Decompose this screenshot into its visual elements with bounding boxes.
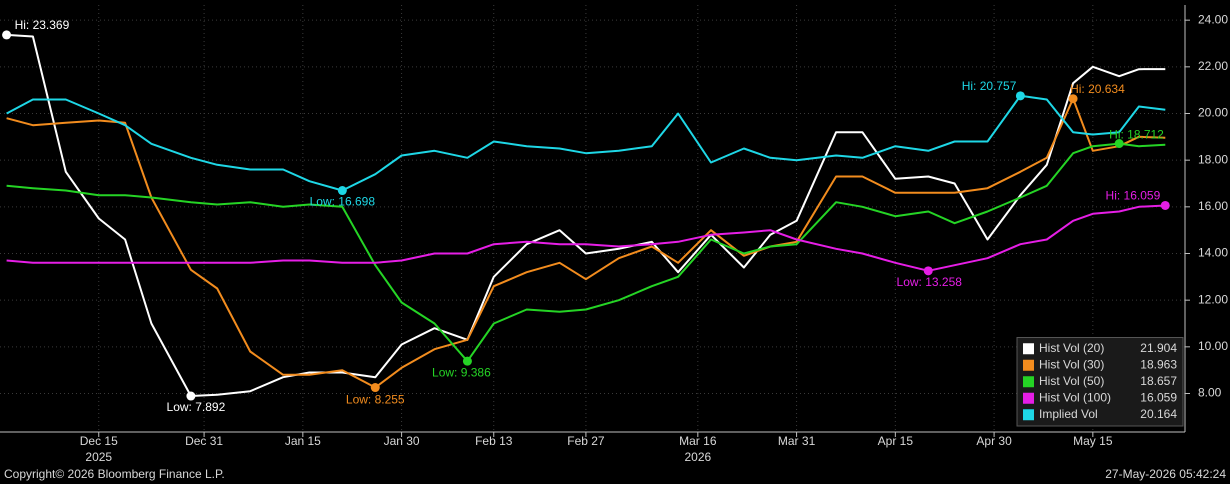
footer-timestamp: 27-May-2026 05:42:24 [1105, 467, 1226, 481]
x-year-label: 2025 [85, 450, 112, 464]
extreme-label: Hi: 20.634 [1070, 82, 1125, 96]
legend-swatch [1023, 392, 1034, 404]
series-line [6, 94, 1166, 192]
legend-swatch [1023, 376, 1034, 388]
legend-label: Hist Vol (30) [1039, 357, 1104, 371]
x-tick-label: Dec 31 [185, 434, 223, 448]
extreme-marker [2, 30, 12, 40]
y-tick-label: 24.00 [1198, 12, 1228, 26]
legend-value: 18.657 [1140, 374, 1177, 388]
extreme-marker [1015, 91, 1025, 101]
x-tick-label: May 15 [1073, 434, 1113, 448]
y-tick-label: 20.00 [1198, 106, 1228, 120]
x-tick-label: Jan 15 [285, 434, 321, 448]
series-line [6, 97, 1166, 389]
extreme-marker [337, 186, 347, 196]
extreme-marker [370, 383, 380, 393]
extreme-marker [186, 391, 196, 401]
y-tick-label: 14.00 [1198, 246, 1228, 260]
x-tick-label: Jan 30 [384, 434, 420, 448]
legend-label: Hist Vol (20) [1039, 341, 1104, 355]
footer-copyright: Copyright© 2026 Bloomberg Finance L.P. [4, 467, 225, 481]
extreme-label: Hi: 20.757 [962, 79, 1017, 93]
extreme-label: Low: 9.386 [432, 365, 491, 379]
legend: Hist Vol (20) 21.904 Hist Vol (30) 18.963 Hi… [1016, 337, 1184, 427]
extreme-label: Hi: 18.712 [1109, 128, 1164, 142]
legend-value: 18.963 [1140, 357, 1177, 371]
series-line [6, 142, 1166, 363]
extreme-label: Low: 13.258 [897, 275, 963, 289]
x-tick-label: Dec 15 [80, 434, 118, 448]
x-tick-label: Apr 30 [976, 434, 1012, 448]
y-tick-label: 18.00 [1198, 152, 1228, 166]
extreme-marker [1068, 94, 1078, 104]
x-tick-label: Feb 27 [567, 434, 605, 448]
extreme-label: Low: 8.255 [346, 393, 405, 407]
series-line [6, 33, 1166, 397]
x-tick-label: Mar 16 [679, 434, 717, 448]
x-year-label: 2026 [684, 450, 711, 464]
legend-box [1016, 337, 1184, 427]
y-tick-label: 12.00 [1198, 292, 1228, 306]
extreme-label: Hi: 23.369 [15, 18, 70, 32]
x-tick-label: Mar 31 [778, 434, 816, 448]
y-tick-label: 16.00 [1198, 199, 1228, 213]
legend-swatch [1023, 343, 1034, 355]
extreme-label: Hi: 16.059 [1106, 189, 1161, 203]
legend-value: 20.164 [1140, 407, 1177, 421]
legend-label: Hist Vol (100) [1039, 390, 1111, 404]
legend-swatch [1023, 409, 1034, 421]
extreme-marker [923, 266, 933, 276]
legend-swatch [1023, 359, 1034, 371]
legend-value: 16.059 [1140, 390, 1177, 404]
extreme-marker [462, 356, 472, 366]
y-tick-label: 22.00 [1198, 59, 1228, 73]
legend-value: 21.904 [1140, 341, 1177, 355]
extreme-marker [1160, 200, 1170, 210]
extreme-label: Low: 7.892 [167, 400, 226, 414]
legend-label: Hist Vol (50) [1039, 374, 1104, 388]
extreme-marker [1114, 139, 1124, 149]
y-tick-label: 8.00 [1198, 386, 1222, 400]
extreme-label: Low: 16.698 [310, 195, 376, 209]
series-line [6, 204, 1166, 272]
x-tick-label: Feb 13 [475, 434, 513, 448]
legend-label: Implied Vol [1039, 407, 1098, 421]
y-tick-label: 10.00 [1198, 339, 1228, 353]
x-tick-label: Apr 15 [878, 434, 914, 448]
